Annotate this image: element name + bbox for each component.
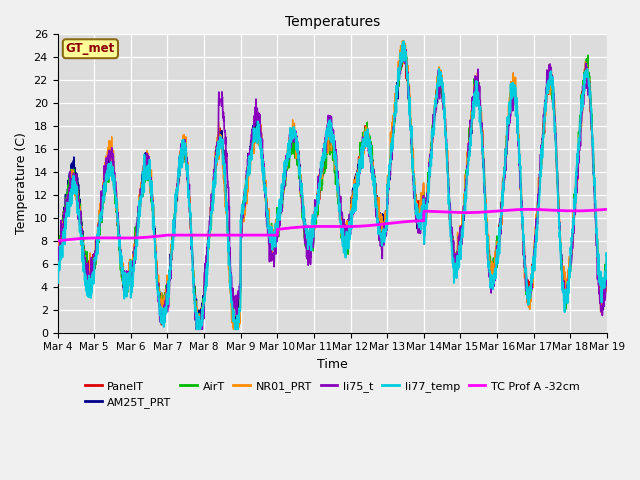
Y-axis label: Temperature (C): Temperature (C) <box>15 132 28 234</box>
Text: GT_met: GT_met <box>66 42 115 55</box>
X-axis label: Time: Time <box>317 358 348 371</box>
Title: Temperatures: Temperatures <box>285 15 380 29</box>
Legend: PanelT, AM25T_PRT, AirT, NR01_PRT, li75_t, li77_temp, TC Prof A -32cm: PanelT, AM25T_PRT, AirT, NR01_PRT, li75_… <box>81 377 584 412</box>
